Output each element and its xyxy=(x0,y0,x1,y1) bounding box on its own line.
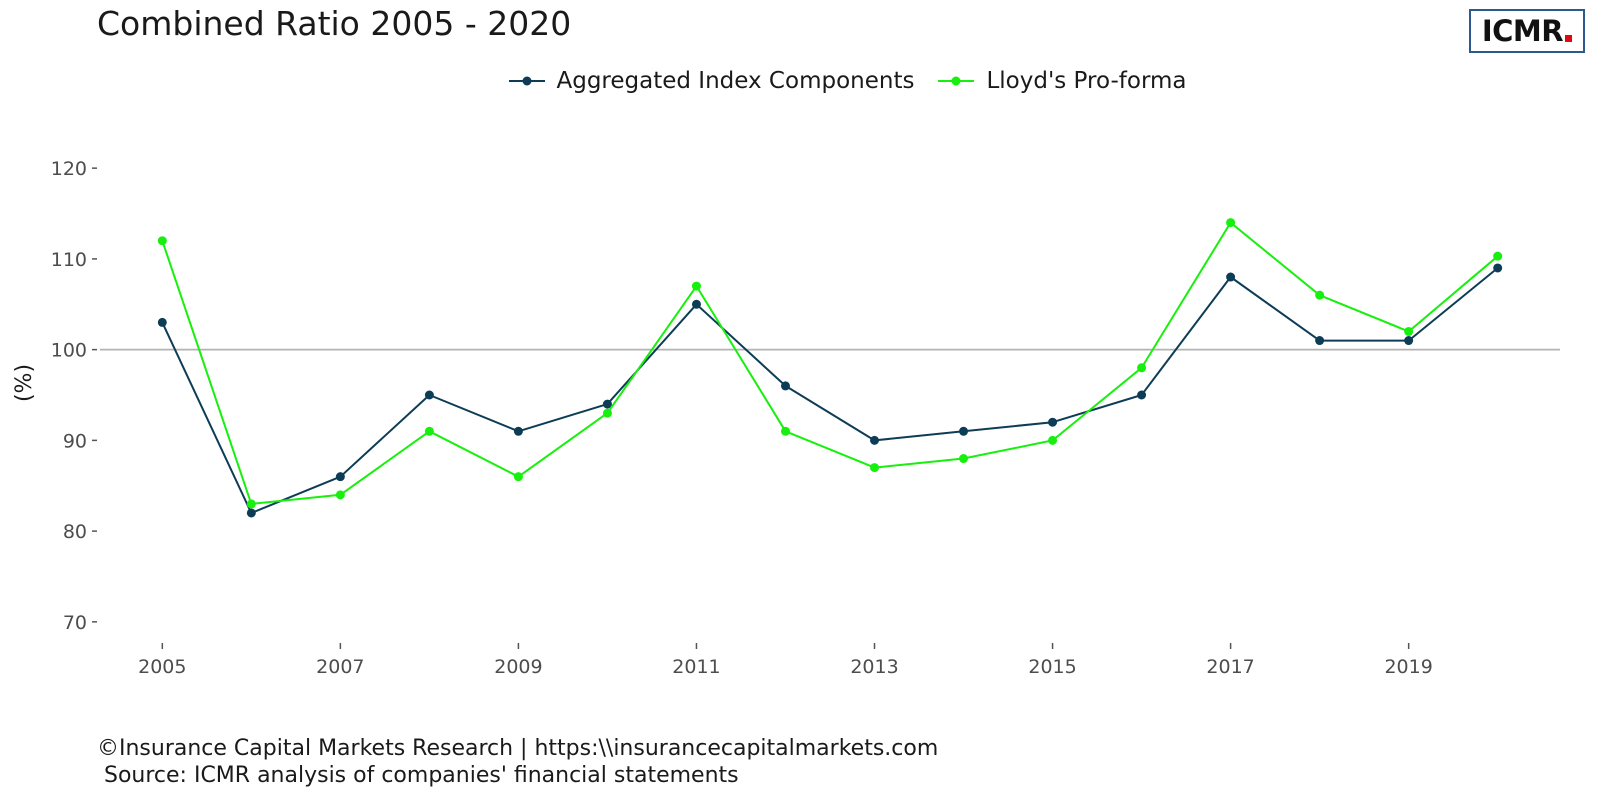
x-tick-label: 2015 xyxy=(1028,656,1076,678)
x-tick-label: 2009 xyxy=(494,656,542,678)
series-1-point xyxy=(1404,326,1414,336)
series-1-point xyxy=(1315,290,1325,300)
y-axis-label: (%) xyxy=(12,364,37,402)
series-0-point xyxy=(246,508,256,518)
legend-item-lloyds: Lloyd's Pro-forma xyxy=(938,68,1187,94)
series-1-point xyxy=(424,426,434,436)
legend-label-lloyds: Lloyd's Pro-forma xyxy=(986,68,1187,94)
y-tick-label: 80 xyxy=(63,521,87,543)
line-chart: 70 80 90 100 110 120 2005 2007 2009 2011 2013 2015 2… xyxy=(12,158,1560,678)
series-0-point xyxy=(157,317,167,327)
series-0-point xyxy=(602,399,612,409)
series-0-point xyxy=(691,299,701,309)
chart-legend: Aggregated Index Components Lloyd's Pro-… xyxy=(0,68,1600,94)
caption-line-1: ©Insurance Capital Markets Research | ht… xyxy=(97,736,939,761)
x-tick-label: 2013 xyxy=(850,656,898,678)
y-tick-label: 110 xyxy=(51,249,87,271)
y-tick-label: 100 xyxy=(51,340,87,362)
series-0-point xyxy=(424,390,434,400)
series-1-point xyxy=(1048,435,1058,445)
series-0-point xyxy=(1493,263,1503,273)
series-1-point xyxy=(157,236,167,246)
series-0-point xyxy=(1404,336,1414,346)
series-1-point xyxy=(602,408,612,418)
legend-item-aggregated: Aggregated Index Components xyxy=(508,68,915,94)
y-tick-label: 70 xyxy=(63,612,87,634)
icmr-logo: ICMR xyxy=(1469,9,1585,53)
series-0-point xyxy=(1226,272,1236,282)
series-0-point xyxy=(1048,417,1058,427)
x-tick-label: 2019 xyxy=(1384,656,1432,678)
series-0-point xyxy=(1315,336,1325,346)
series-1-point xyxy=(1493,251,1503,261)
legend-key-aggregated xyxy=(508,76,545,86)
series-1-point xyxy=(246,499,256,509)
chart-title: Combined Ratio 2005 - 2020 xyxy=(97,4,572,43)
caption-line-2: Source: ICMR analysis of companies' fina… xyxy=(97,763,739,788)
series-1-point xyxy=(513,472,523,482)
y-tick-label: 90 xyxy=(63,430,87,452)
series-0-point xyxy=(513,426,523,436)
series-0-point xyxy=(335,472,345,482)
series-0-point xyxy=(1137,390,1147,400)
series-1-point xyxy=(691,281,701,291)
x-tick-label: 2011 xyxy=(672,656,720,678)
legend-key-lloyds xyxy=(938,76,975,86)
series-line-1 xyxy=(161,221,1499,505)
series-0-point xyxy=(959,426,969,436)
series-1-point xyxy=(335,490,345,500)
series-0-point xyxy=(870,435,880,445)
logo-red-dot xyxy=(1565,34,1573,42)
x-tick-label: 2007 xyxy=(316,656,364,678)
series-1-point xyxy=(780,426,790,436)
series-line-0 xyxy=(161,267,1499,514)
series-1-point xyxy=(870,463,880,473)
series-1-point xyxy=(1137,363,1147,373)
series-0-point xyxy=(780,381,790,391)
series-1-point xyxy=(1226,218,1236,228)
series-1-point xyxy=(959,454,969,464)
x-tick-label: 2005 xyxy=(138,656,186,678)
legend-label-aggregated: Aggregated Index Components xyxy=(556,68,915,94)
y-tick-label: 120 xyxy=(51,158,87,180)
x-tick-label: 2017 xyxy=(1206,656,1254,678)
logo-text: ICMR xyxy=(1481,14,1564,48)
source-caption: ©Insurance Capital Markets Research | ht… xyxy=(97,735,938,789)
